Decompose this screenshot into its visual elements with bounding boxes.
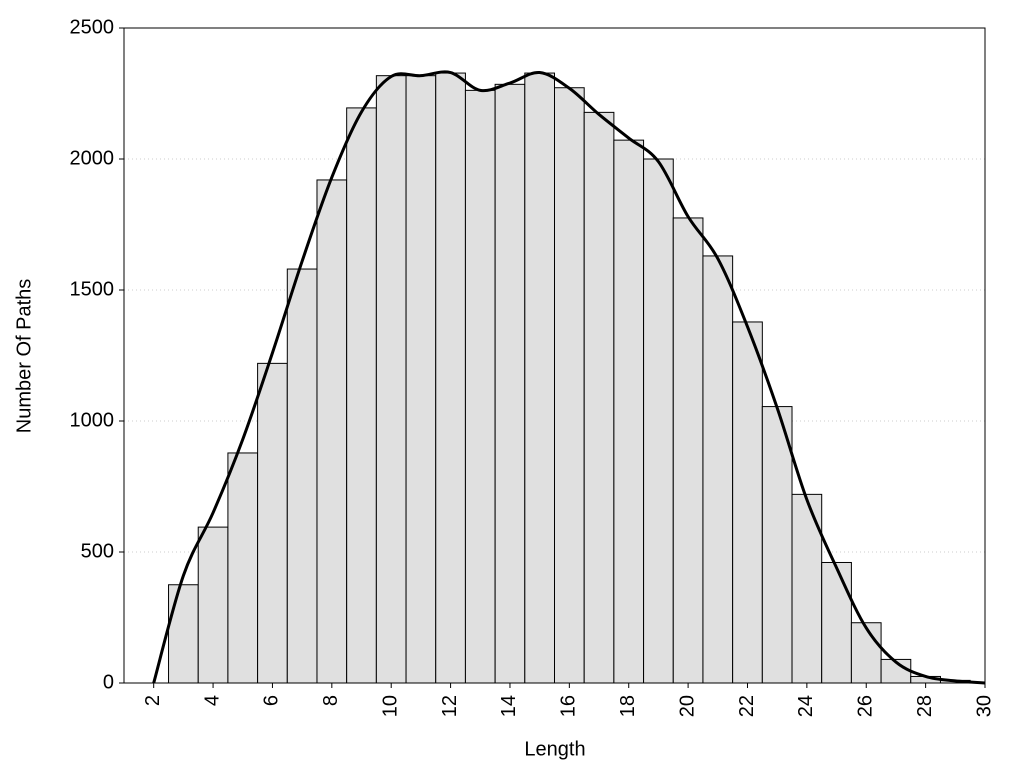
bar	[375, 75, 407, 684]
x-tick-label: 6	[261, 695, 283, 706]
bar	[435, 72, 466, 684]
y-tick-label: 1000	[70, 409, 115, 431]
x-tick-label: 28	[914, 695, 936, 717]
bar	[494, 83, 526, 684]
x-axis-label: Length	[524, 738, 585, 760]
y-tick-label: 2500	[70, 16, 115, 38]
x-tick-label: 4	[201, 695, 223, 706]
bar	[613, 139, 645, 684]
bar	[346, 107, 377, 684]
bar	[257, 362, 288, 684]
x-tick-label: 16	[558, 695, 580, 717]
bar	[524, 72, 556, 684]
x-tick-label: 20	[676, 695, 698, 717]
y-tick-label: 2000	[70, 147, 115, 169]
bar	[286, 268, 318, 684]
bar	[643, 158, 674, 684]
y-tick-label: 1500	[70, 278, 115, 300]
x-tick-label: 2	[142, 695, 164, 706]
bar	[702, 255, 734, 684]
x-tick-label: 26	[855, 695, 877, 717]
bar	[227, 452, 259, 684]
bar	[316, 179, 348, 684]
bar	[197, 526, 229, 684]
bar	[168, 584, 199, 684]
y-tick-label: 500	[81, 540, 114, 562]
y-tick-label: 0	[103, 671, 114, 693]
bar	[464, 89, 496, 684]
y-axis-label: Number Of Paths	[13, 279, 35, 434]
x-tick-label: 22	[736, 695, 758, 717]
x-tick-label: 24	[795, 695, 817, 717]
bar	[821, 561, 852, 684]
x-tick-label: 18	[617, 695, 639, 717]
x-tick-label: 8	[320, 695, 342, 706]
curve	[152, 70, 986, 685]
x-tick-label: 30	[973, 695, 995, 717]
bar	[732, 321, 763, 684]
bar	[672, 217, 704, 684]
bar	[405, 75, 437, 684]
bar	[850, 622, 882, 684]
bar	[761, 406, 793, 684]
bar	[554, 87, 585, 684]
plot-frame	[123, 27, 986, 684]
x-tick-label: 12	[439, 695, 461, 717]
bar	[583, 111, 615, 684]
x-tick-label: 14	[498, 695, 520, 717]
x-tick-label: 10	[379, 695, 401, 717]
